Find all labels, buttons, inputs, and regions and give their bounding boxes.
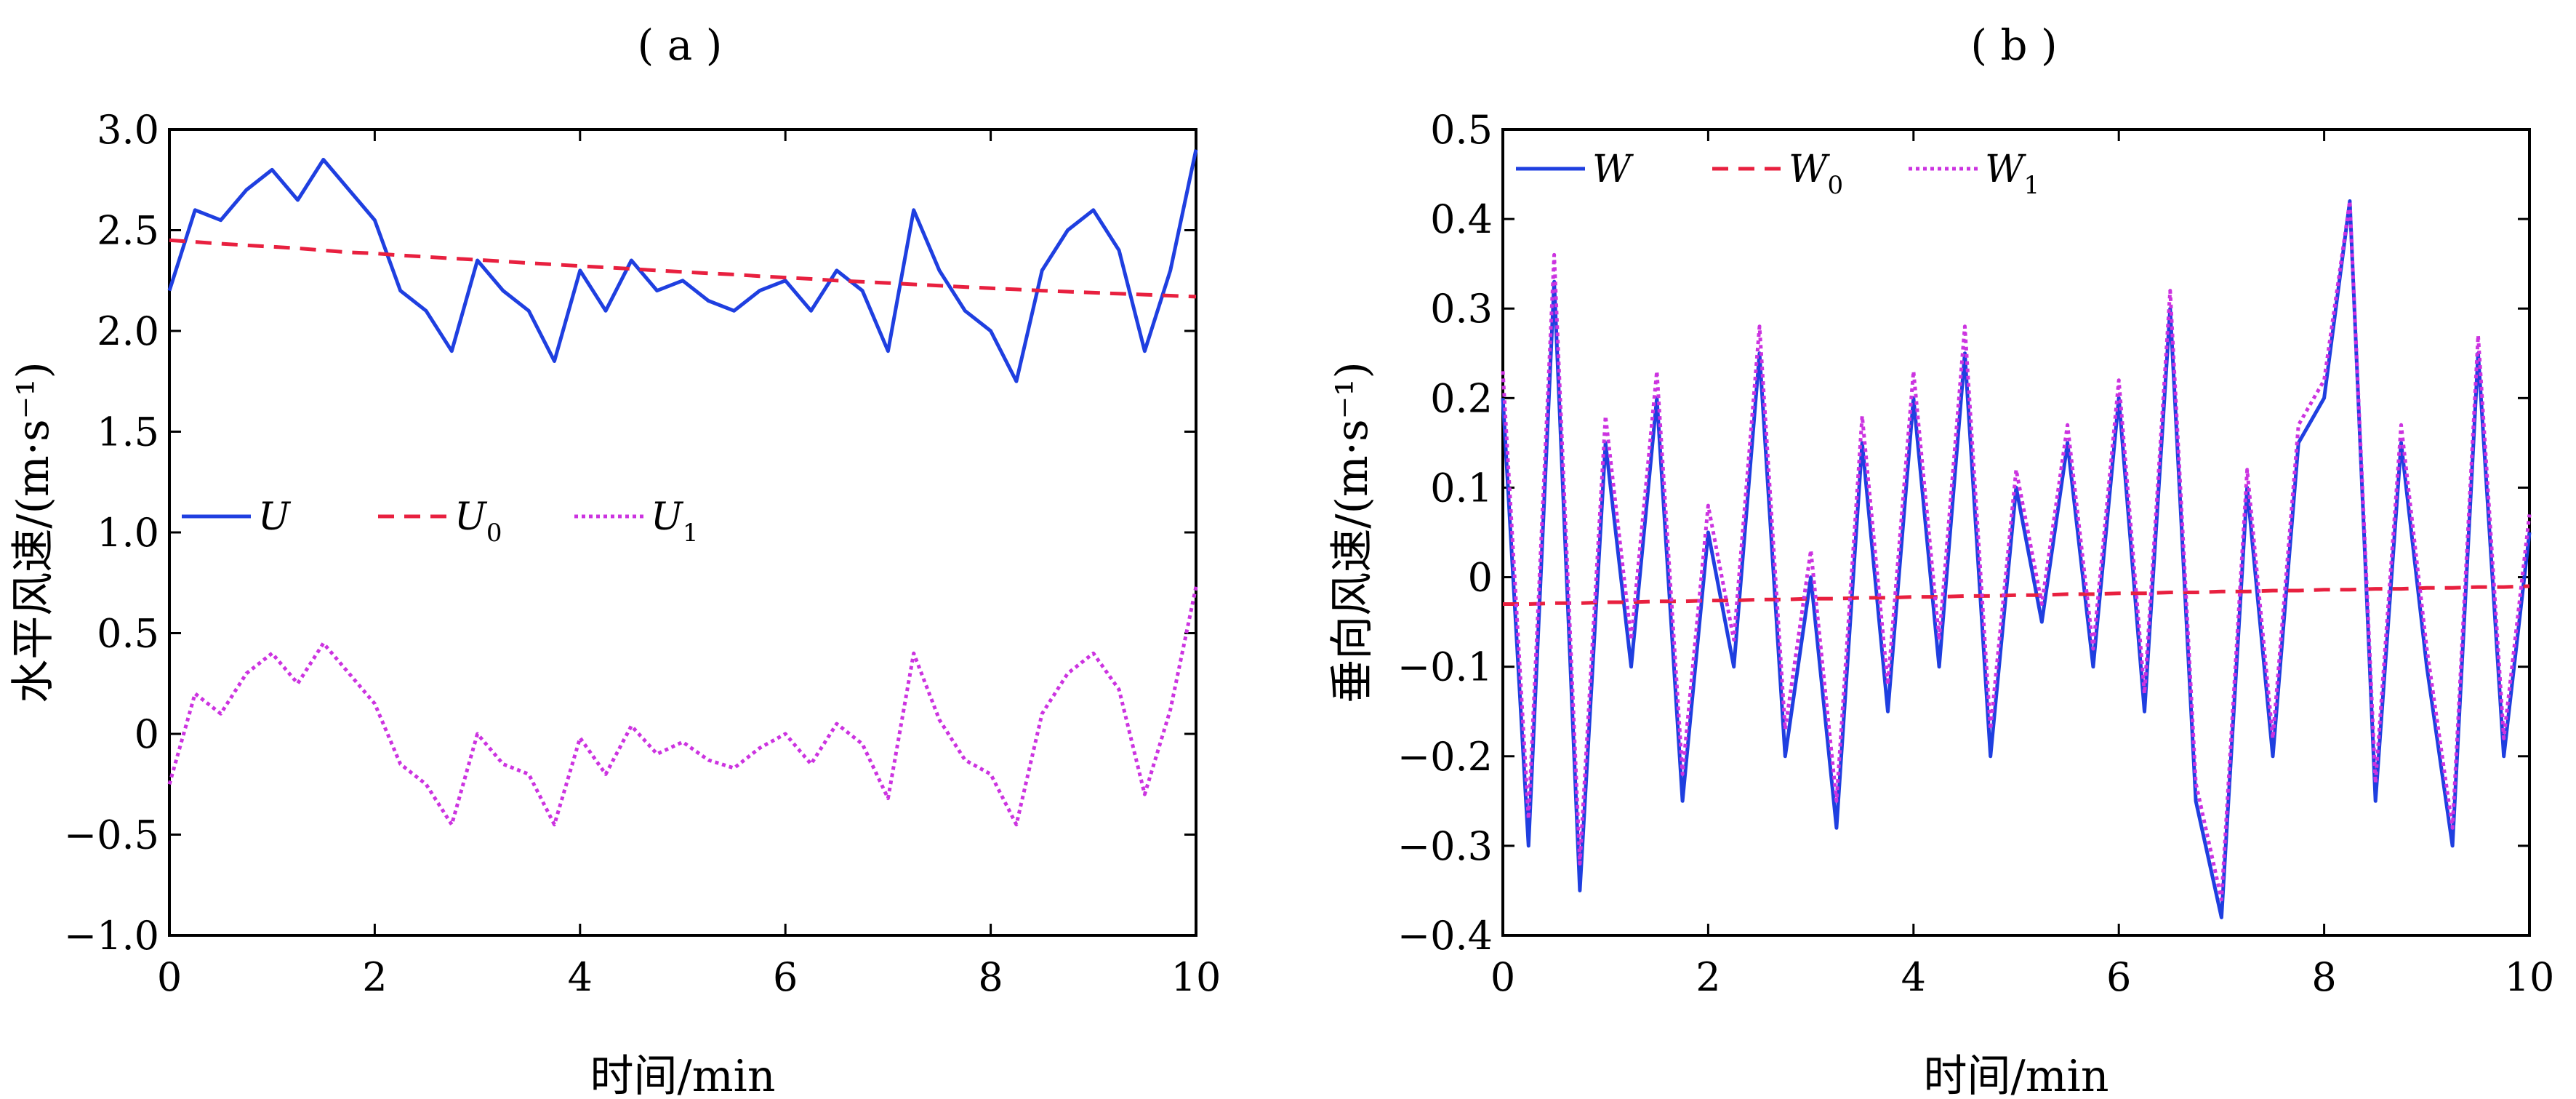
panel-b-label: ( b ) <box>1970 20 2057 70</box>
panel-b-y-axis-title: 垂向风速/(m·s⁻¹) <box>1327 361 1378 703</box>
legend-label: W <box>1592 148 1634 191</box>
y-tick-label: 0.5 <box>97 611 159 657</box>
y-tick-label: −0.1 <box>1397 644 1493 690</box>
panel-a-x-axis: 0 2 4 6 8 10 <box>157 129 1221 1000</box>
panel-b-x-axis: 0 2 4 6 8 10 <box>1490 129 2555 1000</box>
panel-b-x-axis-title: 时间/min <box>1924 1051 2109 1099</box>
y-tick-label: 0.4 <box>1430 196 1493 242</box>
panel-a-series-group <box>169 150 1196 825</box>
y-tick-label: 2.5 <box>97 208 159 254</box>
x-tick-label: 2 <box>1696 954 1720 1000</box>
x-tick-label: 4 <box>568 954 593 1000</box>
legend-label: U0 <box>454 495 502 548</box>
legend-label: W1 <box>1985 148 2039 200</box>
x-tick-label: 10 <box>2505 954 2555 1000</box>
legend-label: U <box>258 495 292 539</box>
x-tick-label: 0 <box>157 954 182 1000</box>
y-tick-label: −0.3 <box>1397 823 1493 869</box>
y-tick-label: 0 <box>1468 555 1493 601</box>
series-line-W0 <box>1503 586 2529 604</box>
series-line-U <box>169 150 1196 382</box>
y-tick-label: 0.1 <box>1430 465 1493 511</box>
panel-b-y-axis: −0.4 −0.3 −0.2 −0.1 0 0.1 0.2 0.3 0.4 0.5 <box>1397 107 2529 959</box>
y-tick-label: 1.5 <box>97 409 159 455</box>
series-line-W <box>1503 201 2529 918</box>
panel-b-legend: W W0 W1 <box>1516 148 2039 200</box>
y-tick-label: 0.2 <box>1430 375 1493 421</box>
figure-canvas: ( a ) −1.0 −0.5 0 0.5 1.0 1.5 2.0 2.5 3.0 0 2 4 6 8 1… <box>0 0 2576 1099</box>
y-tick-label: −0.4 <box>1397 913 1493 959</box>
y-tick-label: 0.3 <box>1430 286 1493 332</box>
panel-a-horizontal-wind-chart: ( a ) −1.0 −0.5 0 0.5 1.0 1.5 2.0 2.5 3.0 0 2 4 6 8 1… <box>8 20 1221 1099</box>
y-tick-label: 0.5 <box>1430 107 1493 153</box>
panel-b-vertical-wind-chart: ( b ) −0.4 −0.3 −0.2 −0.1 0 0.1 0.2 0.3 0.4 0.5 0… <box>1327 20 2554 1099</box>
x-tick-label: 2 <box>362 954 387 1000</box>
panel-a-y-axis: −1.0 −0.5 0 0.5 1.0 1.5 2.0 2.5 3.0 <box>64 107 1196 959</box>
y-tick-label: 3.0 <box>97 107 159 153</box>
panel-a-legend: U U0 U1 <box>182 495 698 548</box>
legend-label: W0 <box>1789 148 1843 200</box>
x-tick-label: 6 <box>2106 954 2131 1000</box>
y-tick-label: −1.0 <box>64 913 159 959</box>
y-tick-label: −0.5 <box>64 812 159 858</box>
panel-a-label: ( a ) <box>638 20 723 70</box>
y-tick-label: −0.2 <box>1397 734 1493 780</box>
x-tick-label: 6 <box>773 954 798 1000</box>
x-tick-label: 0 <box>1490 954 1515 1000</box>
x-tick-label: 8 <box>978 954 1003 1000</box>
panel-b-plot-frame <box>1503 129 2529 935</box>
panel-a-y-axis-title: 水平风速/(m·s⁻¹) <box>8 361 59 703</box>
y-tick-label: 2.0 <box>97 308 159 354</box>
y-tick-label: 0 <box>135 711 159 757</box>
x-tick-label: 10 <box>1171 954 1221 1000</box>
x-tick-label: 4 <box>1901 954 1926 1000</box>
panel-b-series-group <box>1503 201 2529 918</box>
x-tick-label: 8 <box>2311 954 2336 1000</box>
y-tick-label: 1.0 <box>97 510 159 556</box>
series-line-U1 <box>169 587 1196 825</box>
panel-a-x-axis-title: 时间/min <box>590 1051 776 1099</box>
legend-label: U1 <box>651 495 698 548</box>
